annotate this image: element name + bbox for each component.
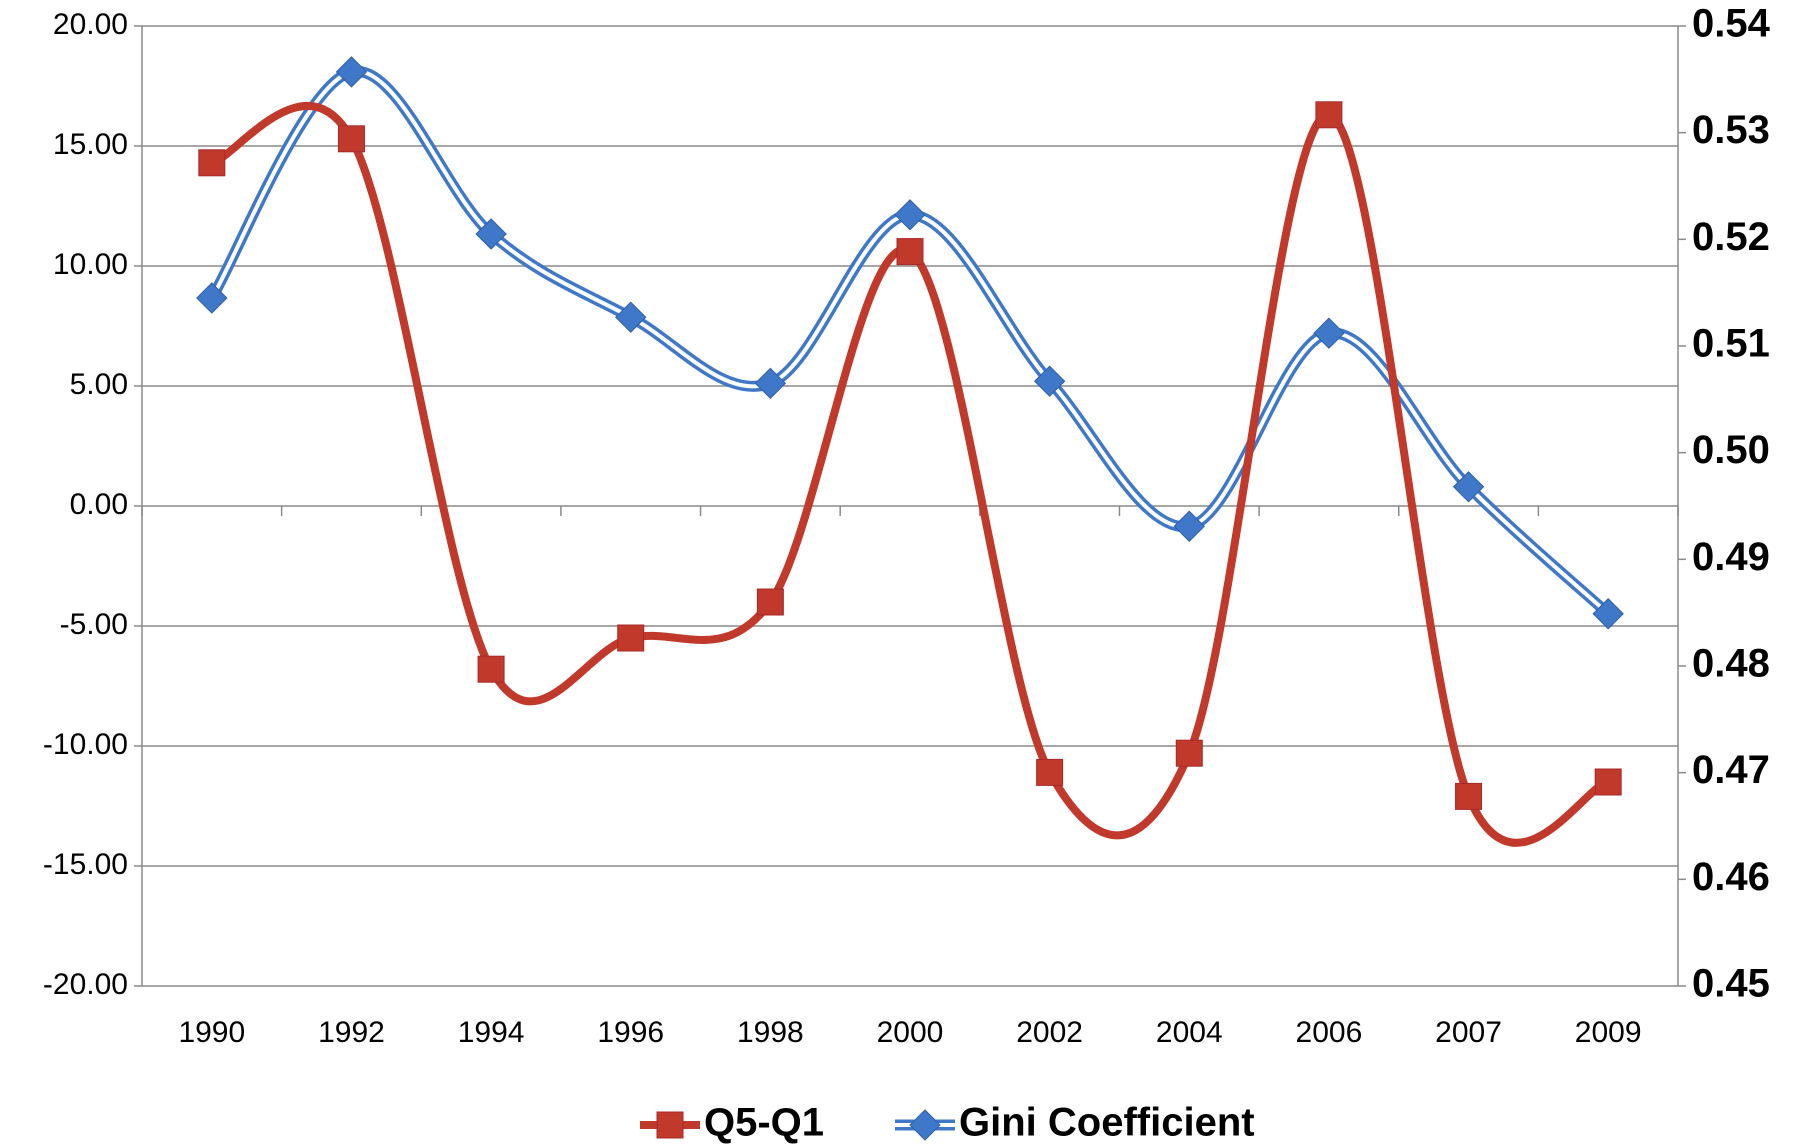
y2-tick-label: 0.46 — [1692, 855, 1770, 899]
y-tick-label: 0.00 — [70, 488, 128, 521]
point — [896, 238, 924, 266]
y2-tick-label: 0.47 — [1692, 748, 1770, 792]
point — [1033, 365, 1066, 397]
y2-tick-label: 0.53 — [1692, 108, 1770, 152]
y-tick-label: 15.00 — [53, 128, 128, 161]
y-tick-label: -20.00 — [43, 968, 128, 1001]
point — [1592, 598, 1624, 630]
x-tick-label: 1998 — [737, 1016, 804, 1049]
point — [894, 199, 926, 231]
point — [1175, 739, 1203, 767]
y-tick-label: 5.00 — [70, 368, 128, 401]
y2-tick-label: 0.51 — [1692, 322, 1770, 366]
y2-tick-label: 0.54 — [1692, 2, 1771, 46]
legend-marker — [656, 1111, 684, 1139]
point — [615, 301, 647, 333]
y2-tick-label: 0.50 — [1692, 428, 1770, 472]
y-tick-label: 10.00 — [53, 248, 128, 281]
point — [1173, 510, 1205, 542]
legend-label: Q5-Q1 — [704, 1101, 824, 1145]
point — [1315, 101, 1343, 129]
point — [754, 367, 787, 400]
point — [196, 282, 228, 314]
x-tick-label: 1994 — [458, 1016, 525, 1049]
point — [756, 588, 784, 616]
series-line — [207, 65, 1612, 618]
y-tick-label: -10.00 — [43, 728, 128, 761]
point — [335, 56, 368, 88]
point — [477, 655, 505, 683]
x-tick-label: 1992 — [318, 1016, 385, 1049]
x-tick-label: 1990 — [178, 1016, 245, 1049]
legend-label: Gini Coefficient — [959, 1101, 1255, 1145]
point — [1313, 317, 1345, 349]
y-tick-label: -15.00 — [43, 848, 128, 881]
y2-tick-label: 0.52 — [1692, 215, 1770, 259]
point — [337, 125, 365, 153]
point — [1452, 471, 1485, 503]
point — [617, 624, 645, 652]
x-tick-label: 2004 — [1156, 1016, 1223, 1049]
y-tick-label: -5.00 — [60, 608, 128, 641]
y2-tick-label: 0.48 — [1692, 642, 1770, 686]
x-tick-label: 2002 — [1016, 1016, 1083, 1049]
point — [1594, 768, 1622, 796]
x-tick-label: 2009 — [1575, 1016, 1642, 1049]
point — [1036, 758, 1064, 786]
x-tick-label: 1996 — [597, 1016, 664, 1049]
y2-tick-label: 0.49 — [1692, 535, 1770, 579]
point — [475, 218, 507, 250]
x-tick-label: 2000 — [877, 1016, 944, 1049]
y2-tick-label: 0.45 — [1692, 962, 1770, 1006]
y-tick-label: 20.00 — [53, 8, 128, 41]
point — [198, 149, 226, 177]
series-line — [210, 102, 1610, 847]
point — [1455, 782, 1483, 810]
series-line-inner — [210, 69, 1610, 616]
x-tick-label: 2007 — [1435, 1016, 1502, 1049]
x-tick-label: 2006 — [1296, 1016, 1363, 1049]
legend-marker — [909, 1109, 941, 1141]
